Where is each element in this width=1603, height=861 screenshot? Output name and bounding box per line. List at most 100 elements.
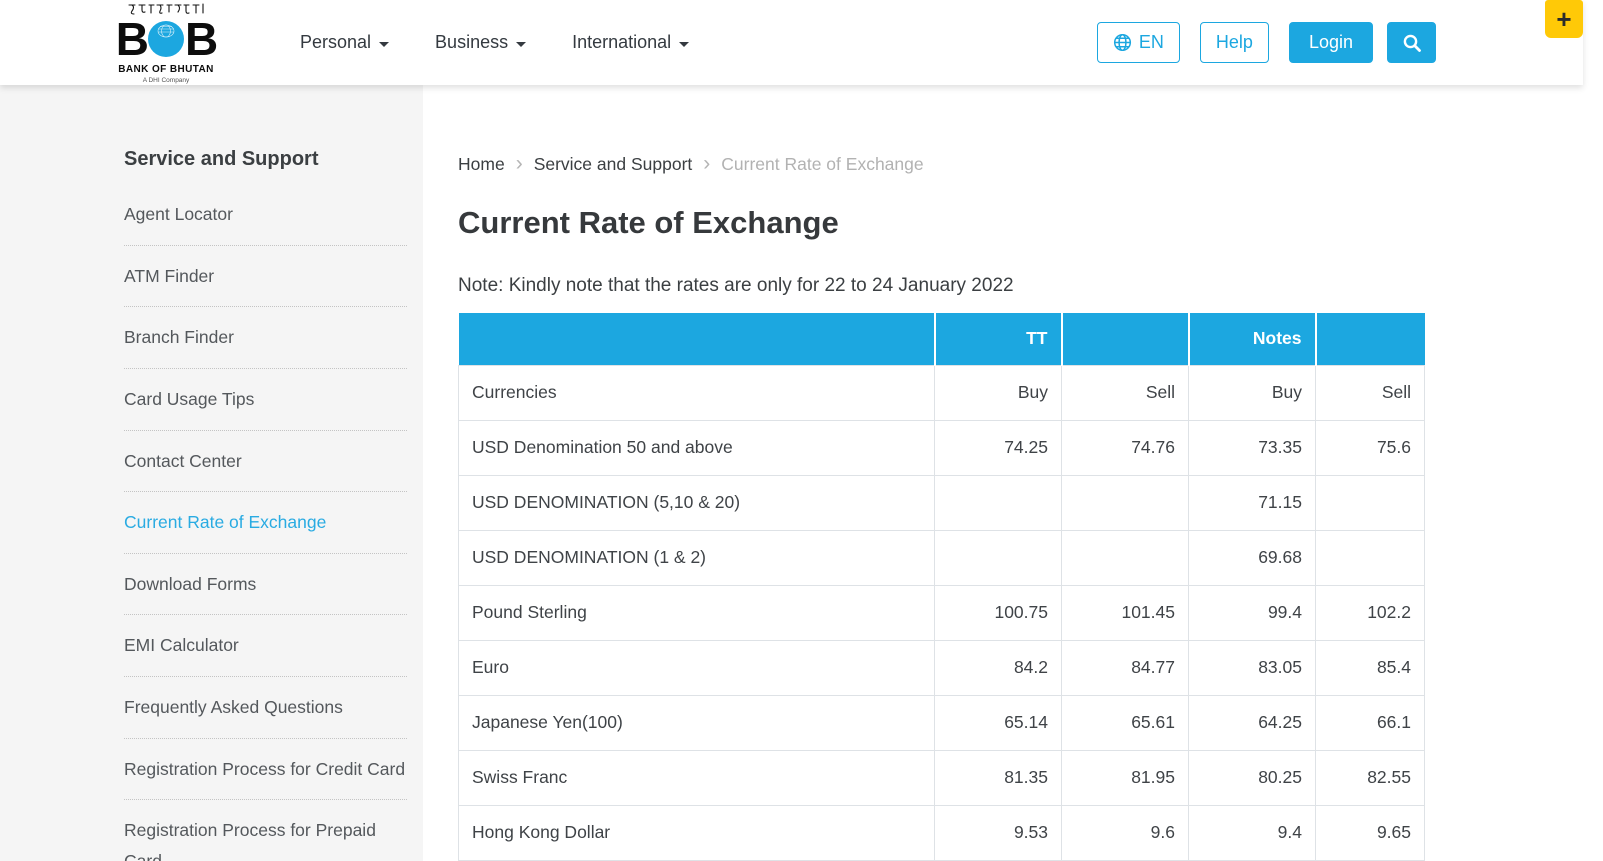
nav-item-label: Personal (300, 32, 372, 52)
chevron-down-icon (379, 41, 390, 47)
rate-cell-notes-buy: 9.4 (1188, 804, 1316, 861)
rate-cell-tt-sell: 65.61 (1061, 694, 1189, 751)
rate-cell-tt-sell (1061, 529, 1189, 586)
nav-item-international[interactable]: International (572, 32, 690, 53)
sidebar-item[interactable]: Registration Process for Prepaid Card (124, 800, 407, 861)
globe-icon (1113, 33, 1131, 52)
rate-cell-notes-buy: 99.4 (1188, 584, 1316, 641)
logo-tagline: A DHI Company (142, 76, 190, 84)
sidebar-item[interactable]: Download Forms (124, 554, 407, 616)
nav-item-business[interactable]: Business (435, 32, 527, 53)
rate-row: Hong Kong Dollar 9.53 9.6 9.4 9.65 (458, 804, 1425, 861)
main-content: Home › Service and Support › Current Rate of… (423, 85, 1603, 861)
rate-cell-tt-sell: 74.76 (1061, 419, 1189, 476)
nav-item-label: Business (435, 32, 509, 52)
rate-cell-tt-buy (934, 474, 1062, 531)
group-header-notes: Notes (1188, 313, 1317, 365)
dzongkha-script-icon (128, 2, 204, 15)
sidebar-item[interactable]: ATM Finder (124, 246, 407, 308)
rate-cell-notes-buy: 83.05 (1188, 639, 1316, 696)
rate-cell-tt-buy: 84.2 (934, 639, 1062, 696)
login-label: Login (1308, 32, 1353, 52)
rate-row: USD Denomination 50 and above 74.25 74.76 7… (458, 419, 1425, 476)
rate-cell-notes-sell: 9.65 (1315, 804, 1425, 861)
sidebar-item[interactable]: Current Rate of Exchange (124, 492, 407, 554)
rate-cell-tt-buy: 65.14 (934, 694, 1062, 751)
rate-cell-tt-sell (1061, 474, 1189, 531)
rate-row: USD DENOMINATION (5,10 & 20) 71.15 (458, 474, 1425, 531)
rate-cell-currency: Euro (458, 639, 935, 696)
breadcrumb: Home › Service and Support › Current Rate of… (458, 152, 1603, 176)
rate-cell-currency: Hong Kong Dollar (458, 804, 935, 861)
logo-letter: B (185, 12, 218, 65)
rate-cell-notes-sell: 66.1 (1315, 694, 1425, 751)
top-header: B B BANK OF BHUTAN A DHI Company Persona… (0, 0, 1583, 85)
sidebar: Service and Support Agent Locator ATM Fin… (0, 85, 423, 861)
rates-note: Note: Kindly note that the rates are onl… (458, 275, 1014, 296)
rates-table-header: TT Notes (458, 313, 1425, 365)
rate-cell-tt-sell: 81.95 (1061, 749, 1189, 806)
group-header-tt: TT (934, 313, 1063, 365)
rate-cell-notes-sell: 85.4 (1315, 639, 1425, 696)
rate-cell-tt-buy: 81.35 (934, 749, 1062, 806)
sidebar-item[interactable]: Card Usage Tips (124, 369, 407, 431)
sidebar-item[interactable]: Contact Center (124, 431, 407, 493)
group-header-cell (1061, 313, 1190, 365)
globe-logo-icon (148, 20, 184, 57)
sidebar-item[interactable]: Branch Finder (124, 307, 407, 369)
plus-icon: + (1556, 4, 1572, 34)
bank-logo[interactable]: B B BANK OF BHUTAN A DHI Company (116, 2, 218, 84)
help-button[interactable]: Help (1199, 22, 1269, 63)
sidebar-menu: Agent Locator ATM Finder Branch Finder Card… (124, 184, 407, 861)
nav-item-personal[interactable]: Personal (300, 32, 390, 53)
rate-cell-tt-buy: 100.75 (934, 584, 1062, 641)
rate-row: USD DENOMINATION (1 & 2) 69.68 (458, 529, 1425, 586)
rate-cell-currency: Swiss Franc (458, 749, 935, 806)
rate-row: Euro 84.2 84.77 83.05 85.4 (458, 639, 1425, 696)
rate-row: Japanese Yen(100) 65.14 65.61 64.25 66.1 (458, 694, 1425, 751)
chevron-right-icon: › (703, 152, 711, 175)
rate-cell-currency: Pound Sterling (458, 584, 935, 641)
column-label-tt-buy: Buy (934, 364, 1062, 421)
main-nav: Personal Business International (300, 32, 690, 53)
column-label-notes-buy: Buy (1188, 364, 1316, 421)
rate-cell-currency: USD Denomination 50 and above (458, 419, 935, 476)
chevron-down-icon (516, 41, 527, 47)
login-button[interactable]: Login (1288, 22, 1373, 63)
sidebar-item[interactable]: Frequently Asked Questions (124, 677, 407, 739)
header-actions: EN Help Login (1096, 22, 1436, 63)
rate-cell-notes-sell: 75.6 (1315, 419, 1425, 476)
rate-cell-notes-sell: 102.2 (1315, 584, 1425, 641)
rate-cell-notes-sell: 82.55 (1315, 749, 1425, 806)
rate-cell-tt-sell: 101.45 (1061, 584, 1189, 641)
breadcrumb-item[interactable]: Home (458, 154, 505, 174)
language-button[interactable]: EN (1096, 22, 1180, 63)
sidebar-title: Service and Support (124, 148, 319, 170)
sidebar-item[interactable]: Registration Process for Credit Card (124, 739, 407, 801)
accessibility-button[interactable]: + (1545, 0, 1583, 38)
breadcrumb-item: Current Rate of Exchange (721, 154, 924, 174)
chevron-down-icon (679, 41, 690, 47)
sidebar-item[interactable]: Agent Locator (124, 184, 407, 246)
nav-item-label: International (572, 32, 672, 52)
rate-row: Pound Sterling 100.75 101.45 99.4 102.2 (458, 584, 1425, 641)
help-label: Help (1215, 32, 1253, 52)
rate-cell-tt-sell: 84.77 (1061, 639, 1189, 696)
sidebar-item[interactable]: EMI Calculator (124, 615, 407, 677)
column-labels-row: Currencies Buy Sell Buy Sell (458, 364, 1425, 421)
language-label: EN (1138, 32, 1164, 52)
search-button[interactable] (1387, 22, 1436, 63)
rate-cell-notes-buy: 64.25 (1188, 694, 1316, 751)
logo-wordmark: B B (115, 12, 218, 65)
rates-table-body: Currencies Buy Sell Buy Sell USD Denomin… (458, 364, 1425, 861)
rate-cell-notes-buy: 80.25 (1188, 749, 1316, 806)
rate-cell-notes-sell (1315, 529, 1425, 586)
group-header-row: TT Notes (458, 313, 1425, 365)
breadcrumb-item[interactable]: Service and Support (533, 154, 693, 174)
search-icon (1403, 34, 1421, 52)
rate-cell-notes-buy: 71.15 (1188, 474, 1316, 531)
rate-cell-tt-buy: 9.53 (934, 804, 1062, 861)
logo-letter: B (115, 12, 149, 65)
rate-cell-notes-buy: 69.68 (1188, 529, 1316, 586)
rate-cell-notes-buy: 73.35 (1188, 419, 1316, 476)
